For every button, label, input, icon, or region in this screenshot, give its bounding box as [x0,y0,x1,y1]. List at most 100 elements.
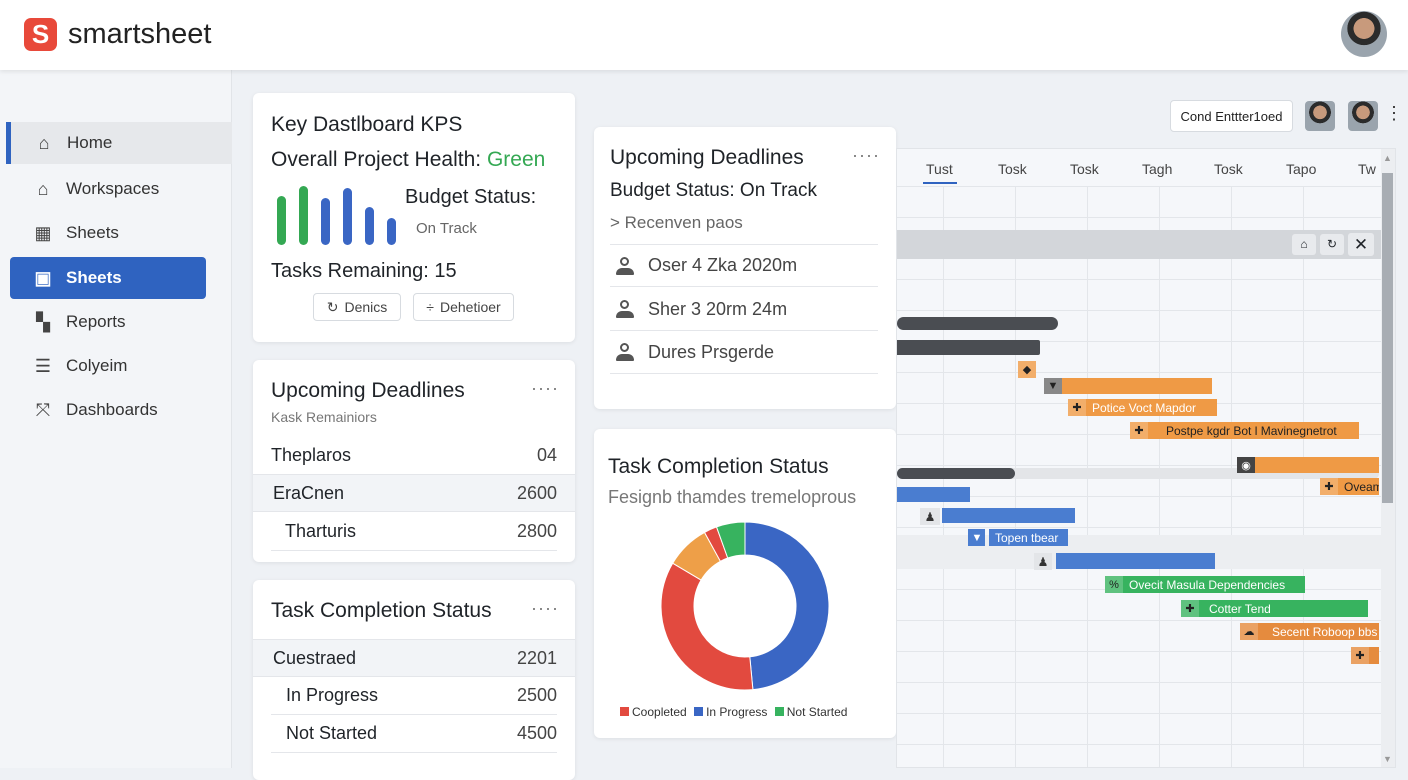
bar-label: Postpe kgdr Bot l Mavinegnetrot [1166,423,1337,438]
gantt-bar[interactable] [1056,553,1215,569]
grid-row-line [897,279,1381,280]
list-item[interactable]: Sher 3 20rm 24m [610,288,878,331]
sidebar-item-home[interactable]: ⌂ Home [6,122,232,164]
cloud-icon: ☁ [1240,623,1258,640]
table-row[interactable]: Tharturis 2800 [271,513,557,551]
gantt-bar[interactable] [897,317,1058,330]
sidebar-item-workspaces[interactable]: ⌂ Workspaces [10,168,232,210]
card-title: Key Dastlboard KPS [271,113,463,136]
row-value: 2600 [516,482,557,503]
donut-slice-in-progress[interactable] [744,521,830,691]
table-row[interactable]: EraCnen 2600 [253,474,575,512]
mini-bar [387,218,396,245]
user-avatar[interactable] [1341,11,1387,57]
list-item[interactable]: Dures Prsgerde [610,331,878,374]
gantt-bar[interactable]: ✚ Potice Voct Mapdor [1068,399,1217,416]
sidebar-item-colyeim[interactable]: ☰ Colyeim [10,345,232,387]
table-row[interactable]: Cuestraed 2201 [253,639,575,677]
assignee-icon[interactable]: ♟ [920,508,940,525]
timeline-tab[interactable]: Tapo [1286,161,1317,177]
pin-icon[interactable]: ⌂ [1292,234,1316,255]
brand-name: smartsheet [68,18,212,50]
upcoming-deadlines-card: Upcoming Deadlines ···· Kask Remainiors … [253,360,575,562]
gantt-bar[interactable]: ✚ Oveam [1320,478,1379,495]
button-label: Denics [344,299,388,315]
more-options-icon[interactable]: ···· [531,378,559,398]
collaborator-avatar[interactable] [1305,101,1335,131]
gantt-bar[interactable]: % Ovecit Masula Dependencies [1105,576,1305,593]
card-title: Upcoming Deadlines [610,146,804,169]
sheets-icon: ▦ [34,223,52,243]
scrollbar-thumb[interactable] [1382,173,1393,503]
close-icon[interactable]: ✕ [1348,233,1374,256]
user-icon [616,300,634,318]
gantt-progress-bar[interactable] [897,468,1015,479]
task-completion-card: Task Completion Status ···· Cuestraed 220… [253,580,575,780]
sidebar-item-reports[interactable]: ▚ Reports [10,301,232,343]
donut-slice-not-started[interactable] [715,521,746,559]
item-label: Dures Prsgerde [648,341,775,362]
refresh-icon: ↻ [326,298,339,315]
list-item[interactable]: Oser 4 Zka 2020m [610,244,878,287]
more-options-icon[interactable]: ···· [852,145,880,165]
row-label: Theplaros [271,444,352,465]
timeline-tab[interactable]: Tosk [1070,161,1099,177]
bar-label: Secent Roboop bbs [1272,624,1378,639]
gantt-milestone[interactable]: ◆ [1018,361,1036,378]
timeline-tab[interactable]: Tust [926,161,953,177]
grid-row-line [897,527,1381,528]
kebab-menu-icon[interactable]: ⋮ [1385,103,1403,123]
timeline-tab[interactable]: Tw [1358,161,1376,177]
gantt-bar[interactable]: ✚ Postpe kgdr Bot l Mavinegnetrot [1130,422,1359,439]
timeline-tab[interactable]: Tosk [998,161,1027,177]
more-options-icon[interactable]: ···· [531,598,559,618]
health-value: Green [486,148,546,171]
sidebar-item-sheets-active[interactable]: ▣ Sheets [10,257,206,299]
gantt-bar[interactable]: ◉ [1237,457,1379,473]
gantt-milestone[interactable]: ✚ [1351,647,1379,664]
sidebar: ⌂ Home ⌂ Workspaces ▦ Sheets ▣ Sheets ▚ Repor… [0,70,232,768]
table-row[interactable]: Not Started 4500 [271,715,557,753]
table-row[interactable]: In Progress 2500 [271,677,557,715]
bar-label: Topen tbear [995,530,1059,545]
gantt-bar[interactable]: ☁ Secent Roboop bbs [1240,623,1379,640]
scroll-down-icon[interactable]: ▼ [1383,754,1392,764]
gantt-bar[interactable] [897,487,970,502]
assignee-icon[interactable]: ♟ [1034,553,1052,570]
gantt-bar[interactable] [942,508,1075,523]
dehetioer-button[interactable]: ÷ Dehetioer [413,293,514,321]
clock-icon: ◉ [1237,457,1255,473]
table-row[interactable]: Theplaros 04 [271,436,557,474]
legend-label: Not Started [786,705,848,719]
sidebar-item-label: Home [67,133,113,152]
smartsheet-logo[interactable]: S [24,18,57,51]
row-label: EraCnen [273,482,345,503]
timeline-tab[interactable]: Tosk [1214,161,1243,177]
denics-button[interactable]: ↻ Denics [313,293,401,321]
gantt-bar[interactable]: ✚ Cotter Tend [1181,600,1368,617]
active-tab-indicator [923,182,957,184]
gantt-bar[interactable]: Topen tbear [989,529,1068,546]
progress-track [897,468,1379,479]
sidebar-item-dashboards[interactable]: ⤧ Dashboards [10,389,232,431]
share-icon[interactable]: ↻ [1320,234,1344,255]
timeline-tab[interactable]: Tagh [1142,161,1173,177]
sidebar-item-sheets[interactable]: ▦ Sheets [10,212,232,254]
legend-label: In Progress [706,705,768,719]
scrollbar[interactable]: ▲ ▼ [1381,149,1395,767]
donut-slice-completed[interactable] [660,562,754,691]
home-icon: ⌂ [38,133,50,153]
filter-button[interactable]: Cond Enttter1oed [1170,100,1293,132]
recent-link[interactable]: > Recenven paos [610,213,743,232]
row-label: In Progress [286,685,379,705]
grid-row-line [897,713,1381,714]
budget-status: Budget Status: On Track [610,180,817,201]
legend-swatch-not-started [774,707,784,716]
scroll-up-icon[interactable]: ▲ [1383,153,1392,163]
upcoming-deadlines-panel: Upcoming Deadlines ···· Budget Status: O… [594,127,896,409]
gantt-bar[interactable] [897,340,1040,355]
gantt-bar[interactable]: ▼ [1044,378,1212,394]
gantt-milestone[interactable]: ▼ [968,529,985,546]
collaborator-avatar[interactable] [1348,101,1378,131]
mini-bar [365,207,374,245]
